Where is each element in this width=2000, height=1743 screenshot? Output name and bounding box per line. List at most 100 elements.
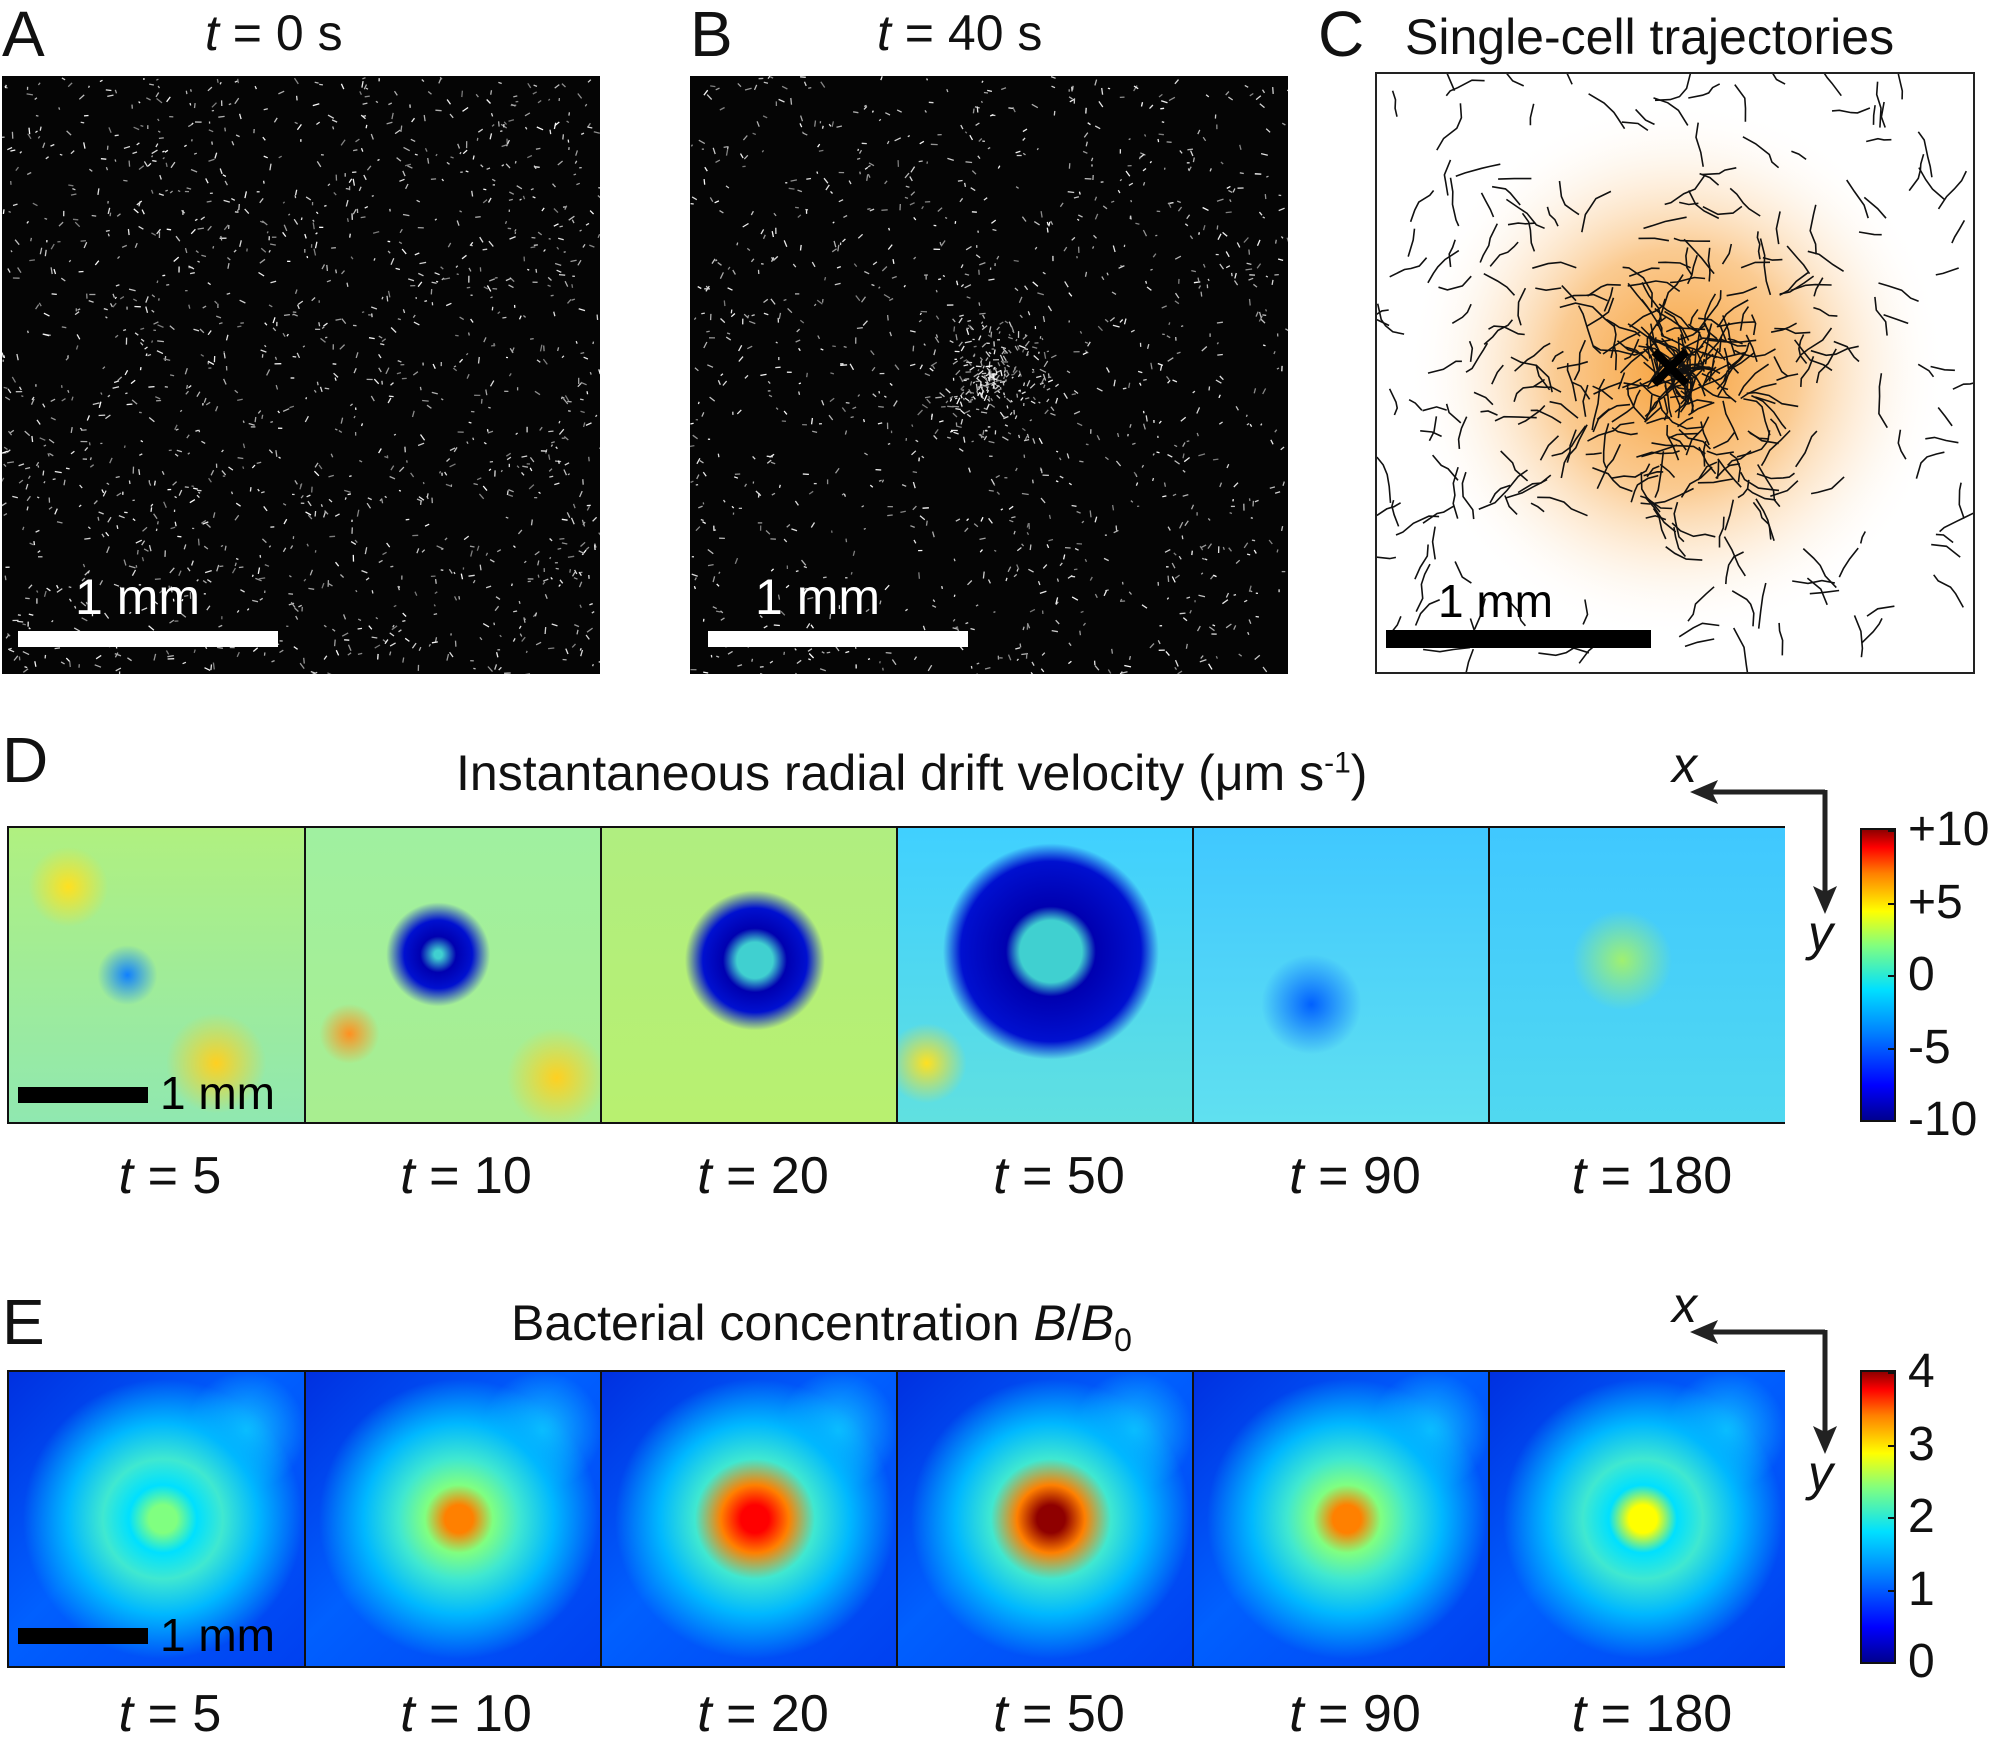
- bacterium-streak: [33, 203, 38, 206]
- bacterium-streak: [306, 512, 312, 515]
- bacterium-streak: [1067, 371, 1070, 373]
- bacterium-streak: [1281, 447, 1284, 450]
- bacterium-streak: [769, 395, 772, 396]
- bacterium-streak: [1249, 620, 1251, 624]
- bacterium-streak: [324, 206, 326, 207]
- bacterium-streak: [842, 408, 845, 412]
- bacterium-streak: [1113, 246, 1115, 253]
- bacterium-streak: [447, 459, 450, 462]
- bacterium-streak: [1201, 545, 1206, 548]
- bacterium-streak: [961, 395, 962, 398]
- bacterium-streak: [25, 468, 30, 469]
- bacterium-streak: [1105, 319, 1108, 322]
- bacterium-streak: [721, 319, 725, 323]
- bacterium-streak: [445, 538, 447, 540]
- bacterium-streak: [1216, 656, 1217, 658]
- bacterium-streak: [454, 572, 455, 574]
- bacterium-streak: [187, 435, 189, 438]
- bacterium-streak: [581, 382, 587, 385]
- bacterium-streak: [90, 457, 91, 460]
- bacterium-streak: [498, 312, 500, 314]
- bacterium-streak: [1025, 349, 1029, 350]
- bacterium-streak: [471, 551, 473, 557]
- bacterium-streak: [390, 643, 396, 646]
- bacterium-streak: [572, 299, 575, 300]
- bacterium-streak: [418, 443, 424, 445]
- bacterium-streak: [558, 548, 562, 549]
- bacterium-streak: [146, 296, 148, 302]
- bacterium-streak: [1193, 158, 1194, 163]
- bacterium-streak: [989, 441, 995, 442]
- time-label-var: t: [993, 1685, 1007, 1743]
- bacterium-streak: [1082, 521, 1084, 523]
- bacterium-streak: [871, 351, 875, 355]
- cell-trajectory: [1416, 600, 1440, 626]
- bacterium-streak: [735, 558, 737, 564]
- bacterium-streak: [1235, 281, 1238, 286]
- bacterium-streak: [829, 415, 833, 420]
- cell-trajectory: [1936, 268, 1959, 275]
- bacterium-streak: [38, 551, 41, 553]
- bacterium-streak: [1226, 212, 1232, 213]
- bacterium-streak: [391, 383, 394, 386]
- bacterium-streak: [1153, 254, 1156, 258]
- bacterium-streak: [982, 81, 983, 83]
- bacterium-streak: [1263, 217, 1265, 218]
- bacterium-streak: [1030, 420, 1032, 421]
- bacterium-streak: [110, 458, 112, 463]
- bacterium-streak: [435, 273, 440, 275]
- bacterium-streak: [195, 430, 198, 431]
- bacterium-streak: [966, 391, 969, 394]
- bacterium-streak: [713, 148, 715, 154]
- bacterium-streak: [506, 517, 509, 518]
- bacterium-streak: [66, 357, 69, 360]
- bacterium-streak: [883, 668, 884, 671]
- bacterium-streak: [965, 274, 969, 275]
- bacterium-streak: [1069, 483, 1072, 485]
- bacterium-streak: [376, 101, 378, 102]
- bacterium-streak: [79, 505, 81, 507]
- bacterium-streak: [100, 80, 103, 81]
- bacterium-streak: [878, 423, 882, 424]
- bacterium-streak: [1233, 189, 1235, 193]
- bacterium-streak: [589, 604, 592, 605]
- bacterium-streak: [69, 260, 71, 262]
- bacterium-streak: [1177, 201, 1181, 202]
- bacterium-streak: [986, 358, 988, 361]
- bacterium-streak: [708, 565, 714, 566]
- bacterium-streak: [208, 226, 212, 230]
- bacterium-streak: [587, 628, 593, 632]
- bacterium-streak: [413, 372, 418, 375]
- bacterium-streak: [115, 297, 116, 299]
- bacterium-streak: [1206, 95, 1209, 97]
- bacterium-streak: [1150, 644, 1154, 648]
- bacterium-streak: [723, 381, 727, 385]
- bacterium-streak: [221, 236, 222, 241]
- bacterium-streak: [460, 152, 461, 154]
- bacterium-streak: [706, 331, 709, 332]
- bacterium-streak: [329, 475, 334, 477]
- bacterium-streak: [1011, 374, 1014, 375]
- bacterium-streak: [25, 431, 30, 436]
- bacterium-streak: [851, 417, 854, 418]
- bacterium-streak: [159, 138, 164, 139]
- cell-trajectory: [1465, 649, 1473, 672]
- bacterium-streak: [1051, 221, 1053, 225]
- bacterium-streak: [460, 317, 464, 320]
- bacterium-streak: [235, 81, 238, 82]
- panel-b-scale-label: 1 mm: [755, 572, 880, 622]
- bacterium-streak: [1040, 369, 1046, 372]
- bacterium-streak: [38, 83, 40, 85]
- bacterium-streak: [104, 309, 108, 310]
- bacterium-streak: [1014, 574, 1017, 576]
- bacterium-streak: [95, 261, 99, 265]
- bacterium-streak: [349, 645, 352, 651]
- bacterium-streak: [960, 402, 962, 407]
- bacterium-streak: [1278, 259, 1283, 260]
- bacterium-streak: [1112, 649, 1113, 654]
- bacterium-streak: [566, 649, 568, 654]
- bacterium-streak: [525, 113, 530, 116]
- bacterium-streak: [407, 166, 412, 168]
- bacterium-streak: [1226, 252, 1229, 257]
- bacterium-streak: [473, 156, 474, 160]
